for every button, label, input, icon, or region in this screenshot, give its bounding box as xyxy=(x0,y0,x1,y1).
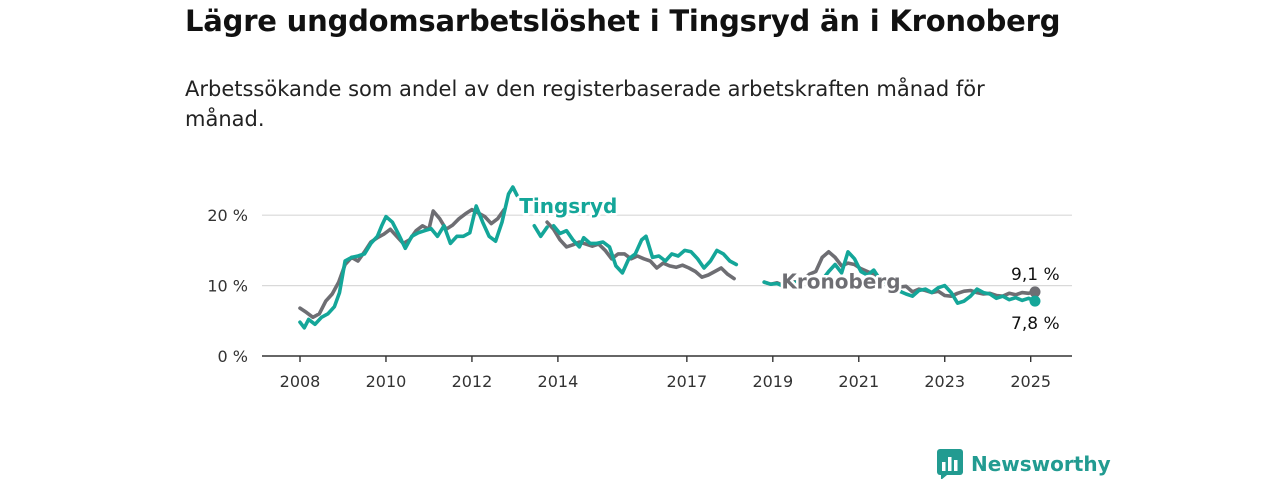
brand-name: Newsworthy xyxy=(971,452,1111,476)
x-tick-label: 2010 xyxy=(366,372,407,391)
newsworthy-logo: Newsworthy xyxy=(937,448,1111,480)
x-tick-label: 2012 xyxy=(452,372,493,391)
chart-subtitle: Arbetssökande som andel av den registerb… xyxy=(185,77,985,131)
line-chart: 0 % 10 % 20 % 2008 2010 2012 2014 2017 2019 2021 2… xyxy=(207,185,1072,391)
axes: 0 % 10 % 20 % 2008 2010 2012 2014 2017 2019 2021 2… xyxy=(207,206,1072,391)
series-label-tingsryd: Tingsryd xyxy=(519,194,617,218)
x-tick-label: 2008 xyxy=(280,372,321,391)
x-tick-label: 2019 xyxy=(752,372,793,391)
x-tick-label: 2017 xyxy=(666,372,707,391)
end-point-tingsryd xyxy=(1029,295,1041,307)
series-line-kronoberg xyxy=(298,207,1037,320)
end-point-kronoberg xyxy=(1029,286,1041,298)
series-line-tingsryd xyxy=(298,185,1037,330)
series-label-kronoberg: Kronoberg xyxy=(781,269,900,293)
x-tick-label: 2021 xyxy=(838,372,879,391)
y-tick-label: 20 % xyxy=(207,206,248,225)
x-tick-label: 2014 xyxy=(538,372,579,391)
x-tick-label: 2025 xyxy=(1010,372,1051,391)
chart-title: Lägre ungdomsarbetslöshet i Tingsryd än … xyxy=(185,4,1061,38)
gridlines xyxy=(262,214,1072,287)
y-tick-label: 10 % xyxy=(207,277,248,296)
y-tick-label: 0 % xyxy=(218,347,248,366)
end-value-kronoberg: 9,1 % xyxy=(1011,265,1060,285)
end-value-tingsryd: 7,8 % xyxy=(1011,314,1060,334)
series-lines xyxy=(298,185,1041,330)
x-tick-label: 2023 xyxy=(924,372,965,391)
newsworthy-logo-icon xyxy=(937,449,963,479)
series-labels: Tingsryd Kronoberg 9,1 % 7,8 % xyxy=(517,192,1060,335)
